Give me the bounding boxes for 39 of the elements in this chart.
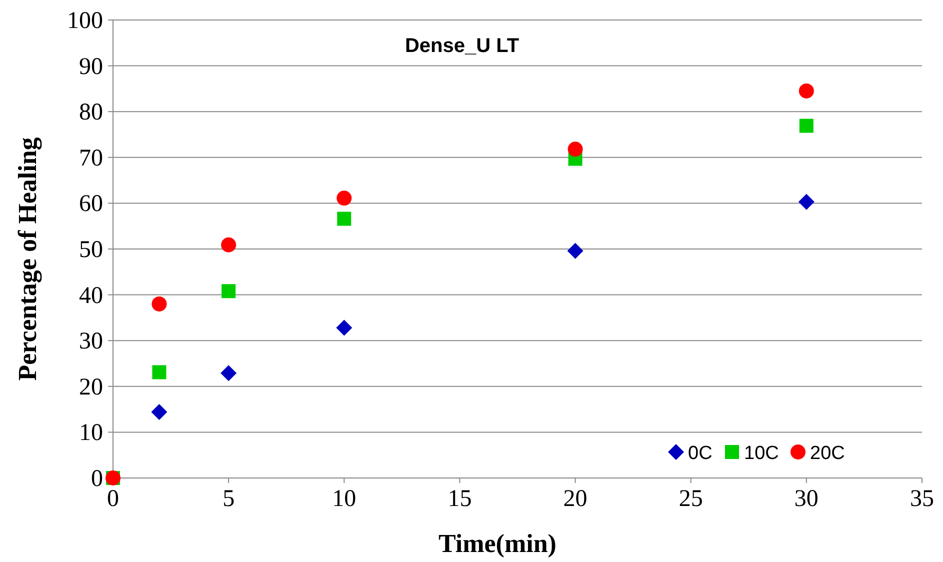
legend-label: 0C [688, 443, 712, 464]
point [568, 142, 583, 157]
x-tick-label: 5 [222, 486, 235, 512]
point [152, 296, 167, 312]
x-axis-title: Time(min) [438, 529, 556, 558]
y-tick-label: 50 [79, 237, 103, 263]
y-axis-title: Percentage of Healing [13, 137, 42, 381]
point [798, 83, 814, 98]
point [152, 365, 166, 380]
y-tick-label: 40 [79, 282, 103, 309]
point [337, 212, 352, 226]
point [799, 118, 814, 133]
legend-label: 10C [744, 443, 779, 464]
x-tick-label: 20 [563, 486, 588, 512]
y-tick-label: 30 [79, 328, 103, 355]
x-tick-label: 10 [332, 486, 356, 512]
point [221, 237, 236, 252]
x-tick-label: 30 [794, 486, 818, 512]
point [336, 320, 352, 336]
y-tick-label: 70 [79, 145, 103, 172]
point [151, 404, 168, 420]
x-tick-label: 25 [678, 486, 703, 512]
point [220, 365, 237, 382]
legend-label: 20C [810, 443, 845, 464]
point [336, 190, 352, 206]
y-tick-label: 10 [79, 420, 103, 446]
y-tick-label: 0 [91, 466, 103, 492]
x-tick-label: 0 [107, 486, 119, 512]
y-tick-label: 100 [67, 8, 103, 34]
point [567, 242, 584, 259]
point [222, 284, 236, 298]
y-tick-label: 90 [79, 54, 103, 80]
y-tick-label: 60 [79, 191, 103, 218]
x-tick-label: 15 [448, 486, 472, 512]
y-tick-label: 80 [79, 100, 103, 126]
point [798, 194, 814, 210]
x-tick-label: 35 [910, 486, 934, 512]
y-tick-label: 20 [79, 374, 103, 400]
text: Dense_U LT [404, 35, 520, 57]
